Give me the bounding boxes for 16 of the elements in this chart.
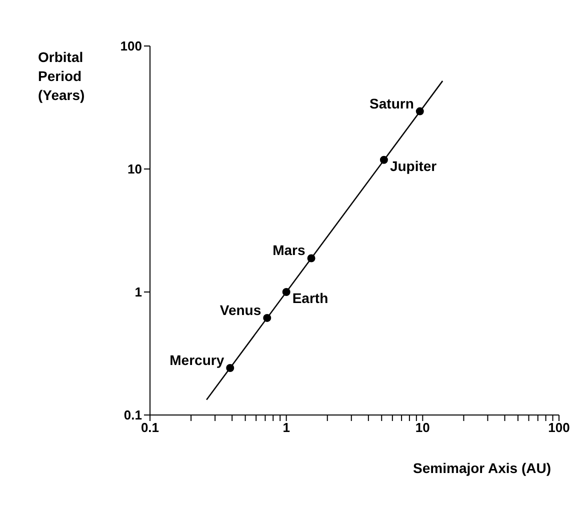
y-tick-label: 100	[120, 38, 142, 54]
y-tick-label: 0.1	[124, 408, 142, 423]
x-tick-label: 10	[415, 420, 430, 436]
y-tick-label: 10	[128, 162, 142, 177]
annotation: Venus	[220, 302, 262, 318]
annotation: Jupiter	[390, 158, 438, 174]
x-tick-label: 0.1	[140, 420, 160, 436]
x-axis-title: Semimajor Axis (AU)	[413, 460, 551, 476]
annotation: Mars	[272, 242, 306, 258]
y-tick-label: 1	[134, 284, 142, 300]
annotation: Saturn	[370, 95, 414, 112]
annotation: Earth	[292, 290, 328, 306]
y-axis-title: Orbital Period (Years)	[38, 48, 85, 105]
x-tick-label: 100	[548, 420, 570, 436]
x-tick-label: 1	[282, 420, 290, 436]
annotation: Mercury	[170, 352, 224, 368]
